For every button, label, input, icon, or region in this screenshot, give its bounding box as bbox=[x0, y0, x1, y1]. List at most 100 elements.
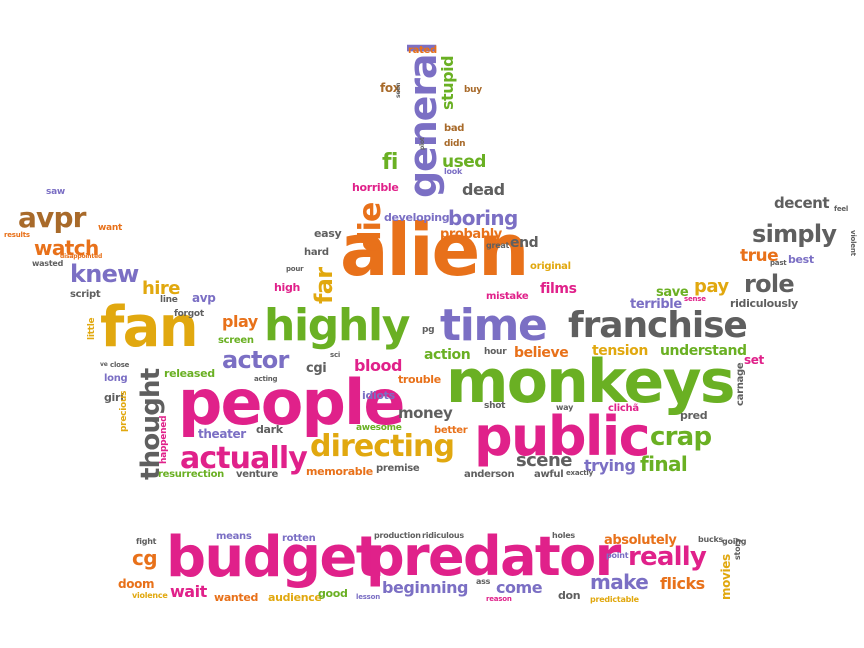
word-save: save bbox=[656, 285, 689, 300]
word-cgi: cgi bbox=[306, 361, 327, 376]
word-ve: ve bbox=[100, 361, 108, 368]
word-precious: precious bbox=[119, 390, 129, 432]
word-scene: scene bbox=[516, 450, 572, 471]
word-hour: hour bbox=[484, 347, 507, 357]
word-sense: sense bbox=[684, 295, 706, 303]
word-understand: understand bbox=[660, 343, 747, 359]
word-budget: budget bbox=[166, 525, 382, 590]
word-little: little bbox=[87, 317, 97, 340]
word-line: line bbox=[160, 295, 178, 305]
word-girl: girl bbox=[104, 391, 124, 404]
word-fan: fan bbox=[100, 295, 199, 360]
word-pay: pay bbox=[694, 276, 729, 297]
word-lesson: lesson bbox=[356, 593, 381, 601]
word-don: don bbox=[558, 589, 581, 602]
word-audience: audience bbox=[268, 591, 322, 604]
word-cg: cg bbox=[132, 546, 158, 570]
word-pred: pred bbox=[680, 409, 708, 422]
word-general: general bbox=[401, 42, 445, 198]
word-actor: actor bbox=[222, 346, 289, 374]
word-blood: blood bbox=[354, 356, 402, 375]
word-mistake: mistake bbox=[486, 291, 529, 302]
word-pg: pg bbox=[422, 325, 435, 335]
word-resurrection: resurrection bbox=[158, 469, 224, 480]
word-clich-: clichã bbox=[608, 403, 639, 414]
word-memorable: memorable bbox=[306, 465, 373, 478]
word-monkeys: monkeys bbox=[446, 347, 735, 417]
word-movies: movies bbox=[719, 554, 733, 600]
word-released: released bbox=[164, 367, 215, 380]
word-seen: seen bbox=[395, 82, 402, 98]
word-believe: believe bbox=[514, 345, 569, 361]
word-wasted: wasted bbox=[32, 259, 64, 268]
word-happened: happened bbox=[159, 415, 169, 464]
word-predictable: predictable bbox=[590, 595, 639, 604]
word-pour: pour bbox=[286, 265, 304, 273]
word-shot: shot bbox=[484, 401, 506, 411]
word-horrible: horrible bbox=[352, 181, 399, 194]
word-saw: saw bbox=[46, 187, 65, 197]
word-means: means bbox=[216, 531, 252, 542]
word-ridiculous: ridiculous bbox=[422, 531, 464, 540]
word-feel: feel bbox=[834, 205, 849, 213]
word-close: close bbox=[110, 361, 130, 369]
word-great: great bbox=[486, 241, 510, 250]
word-awesome: awesome bbox=[356, 423, 402, 433]
word-forgot: forgot bbox=[174, 309, 204, 319]
word-die: die bbox=[353, 202, 388, 252]
word-production: production bbox=[374, 531, 421, 540]
word-better: better bbox=[434, 425, 468, 436]
word-awful: awful bbox=[534, 469, 564, 480]
word-avpr: avpr bbox=[18, 201, 86, 234]
word-premise: premise bbox=[376, 463, 420, 474]
word-end: end bbox=[510, 235, 539, 251]
word-disappointed: disappointed bbox=[60, 253, 103, 260]
word-long: long bbox=[104, 373, 128, 384]
word-wanted: wanted bbox=[214, 591, 259, 604]
word-tension: tension bbox=[592, 343, 648, 359]
word-trying: trying bbox=[584, 456, 636, 475]
word-terrible: terrible bbox=[630, 297, 682, 312]
word-franchise: franchise bbox=[568, 305, 748, 346]
word-doom: doom bbox=[118, 577, 155, 591]
word-play: play bbox=[222, 312, 258, 331]
word-want: want bbox=[98, 223, 123, 233]
word-action: action bbox=[424, 347, 471, 363]
word-reason: reason bbox=[486, 595, 512, 603]
word-point: point bbox=[606, 551, 629, 560]
word-past: past bbox=[770, 259, 787, 267]
word-venture: venture bbox=[236, 469, 278, 480]
word-come: come bbox=[496, 578, 543, 597]
word-theater: theater bbox=[198, 427, 246, 441]
word-crap: crap bbox=[650, 422, 712, 452]
word-set: set bbox=[744, 353, 764, 367]
word-probably: probably bbox=[440, 227, 502, 242]
word-results: results bbox=[4, 231, 30, 239]
word-beginning: beginning bbox=[382, 578, 469, 597]
word-going: going bbox=[722, 537, 747, 546]
word-fox: fox bbox=[380, 81, 401, 95]
word-bad: bad bbox=[444, 123, 465, 134]
word-avp: avp bbox=[192, 291, 216, 305]
word-carnage: carnage bbox=[735, 362, 746, 406]
word-directing: directing bbox=[310, 429, 455, 464]
word-people: people bbox=[178, 366, 405, 439]
word-dark: dark bbox=[256, 423, 283, 436]
word-look: look bbox=[444, 167, 463, 176]
word-original: original bbox=[530, 261, 571, 272]
word-fight: fight bbox=[136, 537, 157, 546]
word-best: best bbox=[788, 253, 814, 266]
word-money: money bbox=[398, 404, 453, 422]
word-decent: decent bbox=[774, 194, 830, 212]
word-far: far bbox=[310, 267, 338, 304]
word-knew: knew bbox=[70, 260, 139, 288]
word-bucks: bucks bbox=[698, 535, 724, 544]
word-screen: screen bbox=[218, 335, 254, 346]
word-way: way bbox=[556, 403, 574, 412]
word-easy: easy bbox=[314, 227, 342, 240]
word-flicks: flicks bbox=[660, 574, 705, 593]
word-ridiculously: ridiculously bbox=[730, 297, 798, 310]
word-story: story bbox=[733, 537, 742, 560]
word-hard: hard bbox=[304, 247, 329, 258]
